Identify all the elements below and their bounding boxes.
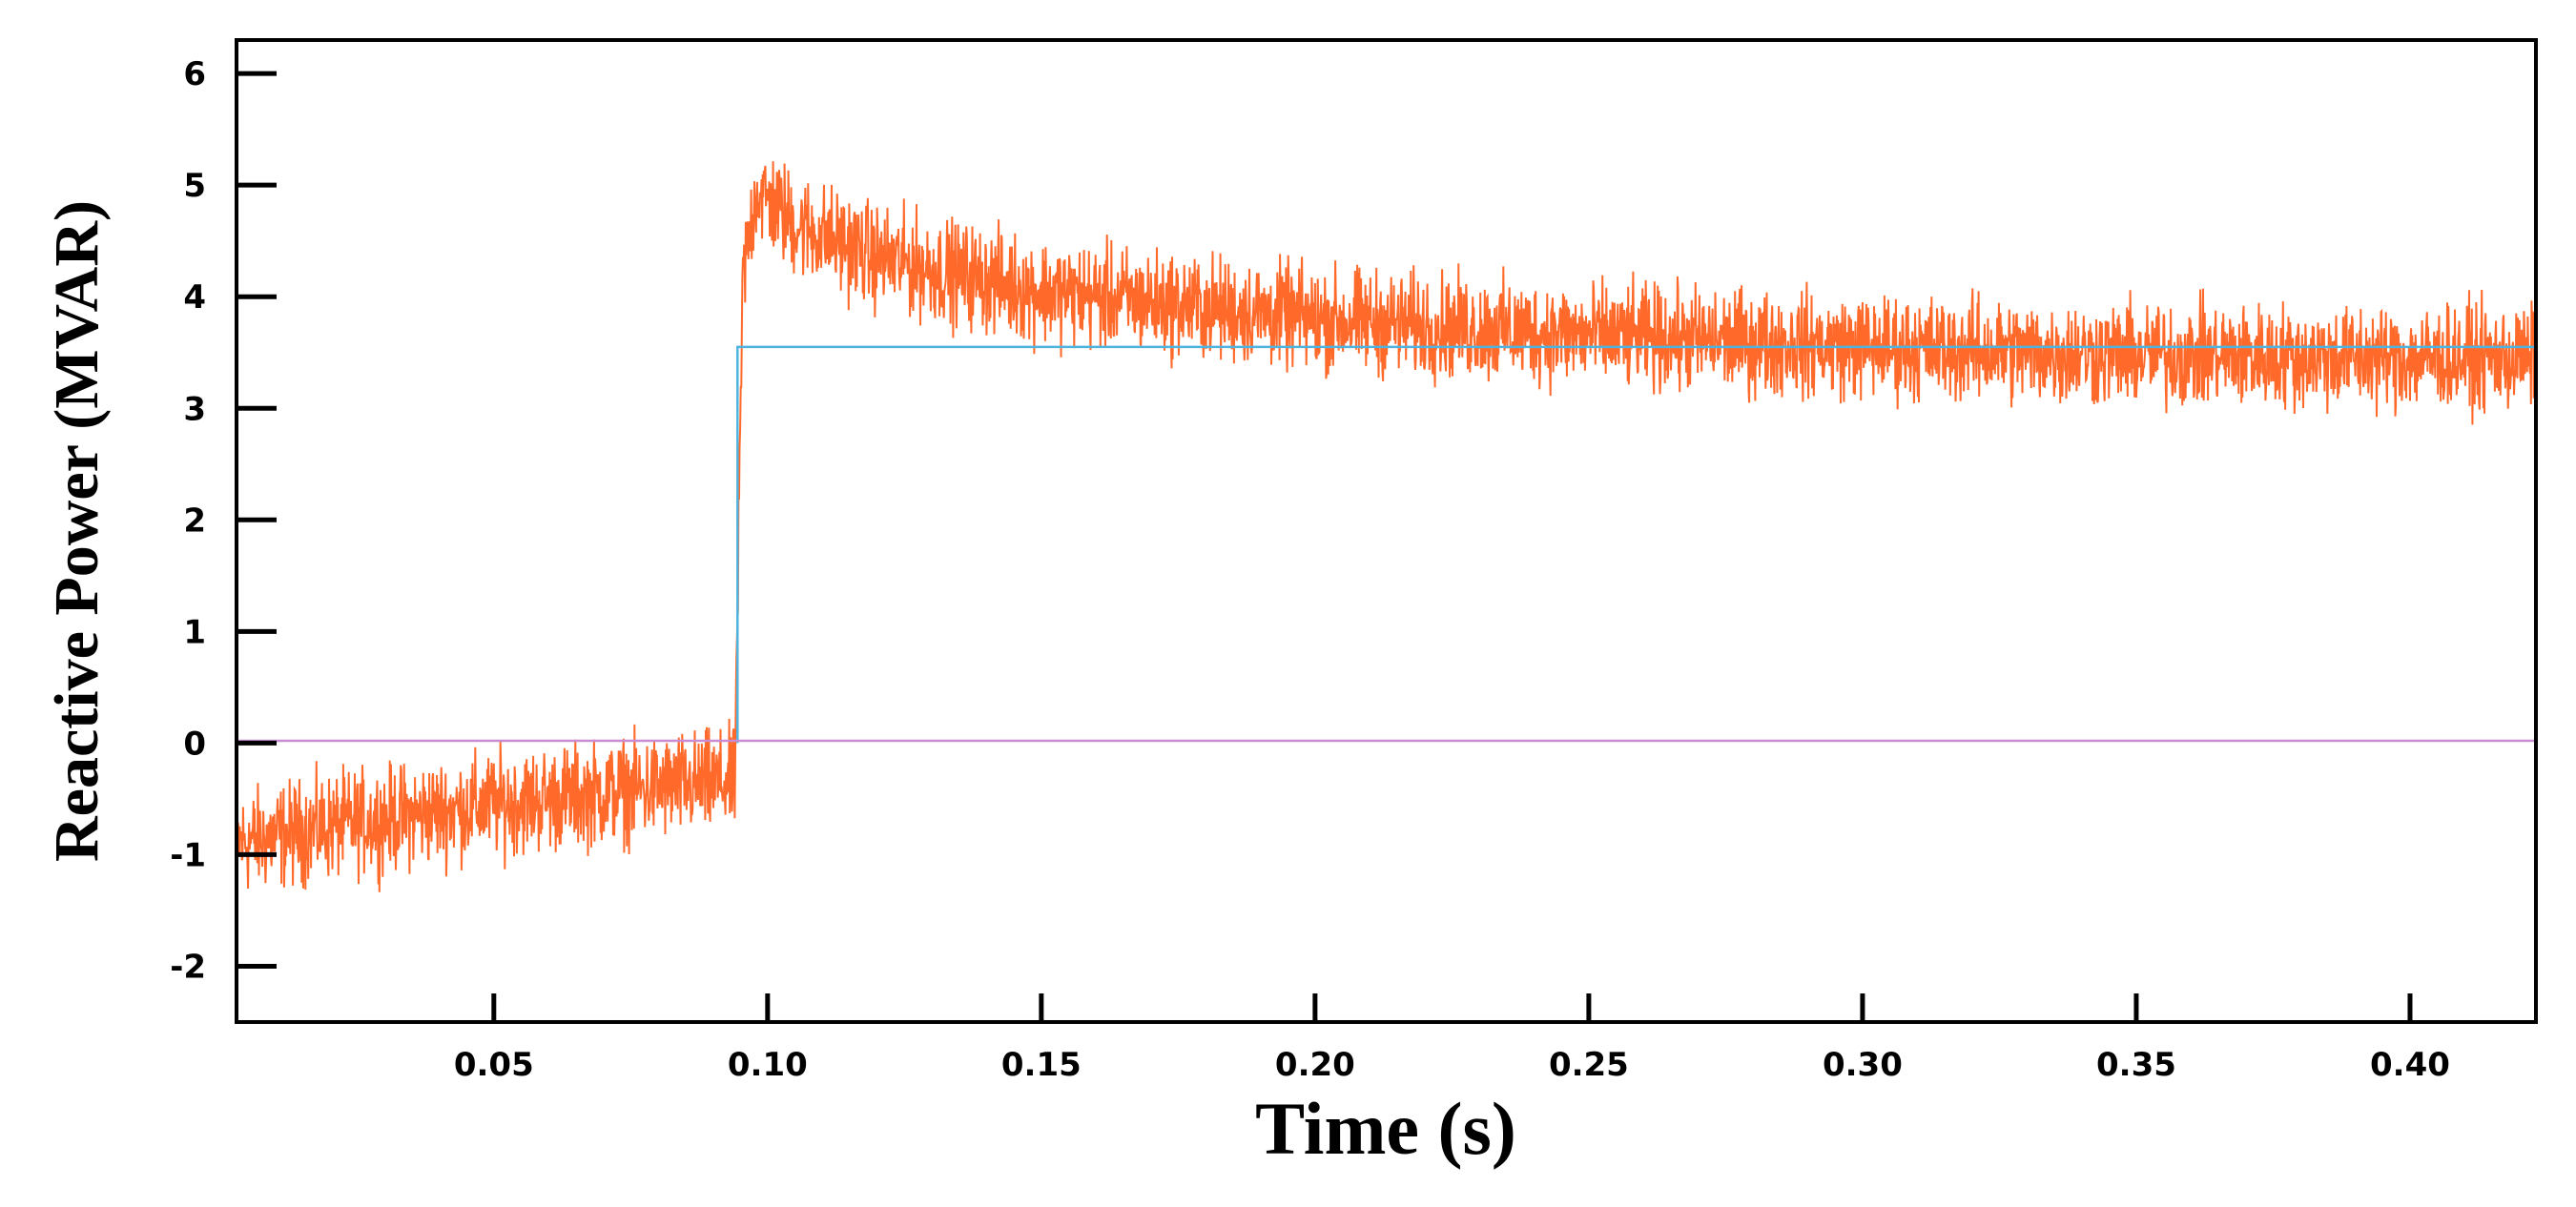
series-line-measured (237, 161, 2536, 892)
y-tick-label: -1 (170, 836, 206, 874)
y-tick-label: 1 (183, 613, 206, 651)
y-tick-label: 6 (183, 55, 206, 93)
plot-frame (235, 38, 2538, 1024)
y-tick-label: 0 (183, 725, 206, 763)
y-tick-label: 2 (183, 501, 206, 540)
x-axis-title: Time (s) (1255, 1087, 1516, 1170)
series-line-reference (736, 345, 2536, 744)
x-tick-label: 0.25 (1549, 1046, 1629, 1084)
x-tick-label: 0.15 (1001, 1046, 1082, 1084)
x-tick-label: 0.35 (2096, 1046, 2176, 1084)
y-tick-label: 4 (183, 278, 206, 317)
x-tick-label: 0.40 (2370, 1046, 2450, 1084)
x-tick-label: 0.30 (1823, 1046, 1903, 1084)
y-axis-title: Reactive Power (MVAR) (42, 200, 112, 862)
y-tick-label: 5 (183, 167, 206, 205)
x-tick-label: 0.05 (454, 1046, 534, 1084)
x-tick-label: 0.10 (728, 1046, 808, 1084)
y-tick-label: -2 (170, 948, 206, 986)
x-tick-label: 0.20 (1275, 1046, 1355, 1084)
y-tick-label: 3 (183, 390, 206, 428)
